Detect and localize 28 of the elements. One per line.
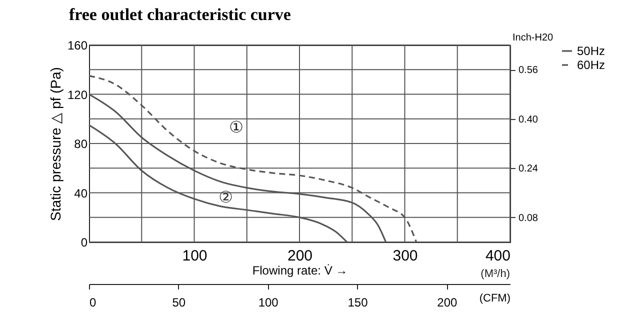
x2-tick-label: 100	[258, 296, 279, 310]
x-tick-label: 300	[392, 248, 418, 264]
annotation: ①	[229, 120, 244, 137]
chart-title: free outlet characteristic curve	[68, 5, 292, 24]
x2-tick-label: 50	[172, 296, 186, 310]
x2-tick-label: 200	[437, 296, 458, 310]
y-tick-label: 0	[80, 236, 88, 250]
y2-tick-label: 0.56	[518, 65, 538, 76]
annotation: ②	[218, 190, 233, 207]
y2-tick-label: 0.08	[518, 212, 538, 224]
legend-label: 60Hz	[577, 58, 606, 72]
y2-tick-label: 0.40	[518, 114, 538, 126]
x-tick-label: 100	[182, 248, 208, 264]
y2-tick-label: 0.24	[518, 164, 538, 175]
y-tick-label: 80	[74, 137, 88, 151]
x2-tick-label: 0	[90, 296, 96, 310]
legend-label: 50Hz	[577, 44, 606, 58]
x2-tick-label: 150	[348, 296, 368, 310]
x-tick-label: 200	[287, 248, 313, 264]
y-axis-title: Static pressure △ pf (Pa)	[47, 67, 64, 221]
y-tick-label: 160	[67, 38, 88, 52]
y-tick-label: 40	[74, 186, 88, 200]
x-tick-label: 400	[485, 248, 510, 264]
y-tick-label: 120	[67, 88, 88, 102]
text: (M³/h)	[480, 268, 510, 280]
x2-axis-title: (CFM)	[479, 292, 510, 304]
x-axis-title: Flowing rate: V̇ →	[252, 264, 348, 278]
y2-axis-title: Inch-H20	[512, 32, 554, 44]
